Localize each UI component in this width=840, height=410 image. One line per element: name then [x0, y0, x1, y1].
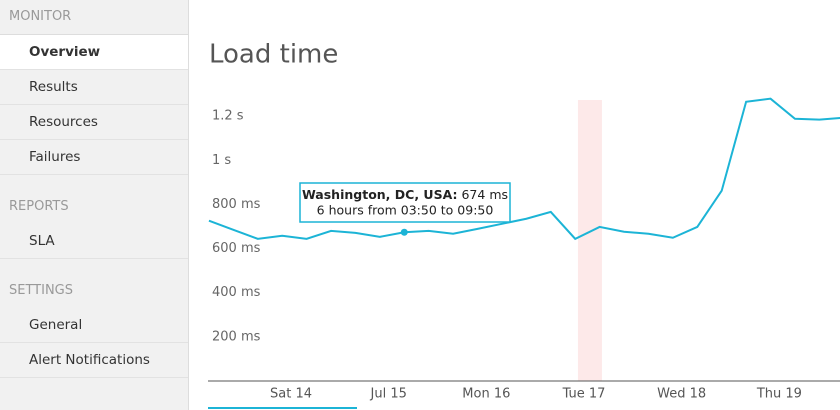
nav-item[interactable]: Overview	[0, 34, 188, 70]
tooltip-title: Washington, DC, USA:	[302, 187, 458, 202]
x-tick-label: Tue 17	[562, 387, 606, 402]
section-title: REPORTS	[9, 199, 69, 214]
x-tick-label: Mon 16	[462, 387, 510, 402]
y-tick-label: 800 ms	[212, 197, 261, 212]
y-tick-label: 1.2 s	[212, 109, 244, 124]
section-title: MONITOR	[9, 9, 72, 24]
nav-item[interactable]: Results	[0, 70, 188, 105]
tooltip-box	[299, 182, 511, 223]
y-tick-label: 600 ms	[212, 241, 261, 256]
x-tick-label: Wed 18	[657, 387, 706, 402]
x-tick-label: Sat 14	[270, 387, 312, 402]
nav-item[interactable]: General	[0, 308, 188, 343]
nav-item[interactable]: Failures	[0, 140, 188, 175]
tooltip-detail: 6 hours from 03:50 to 09:50	[317, 203, 494, 218]
nav-item[interactable]: Resources	[0, 105, 188, 140]
section-title: SETTINGS	[9, 283, 74, 298]
chart-title: Load time	[209, 40, 338, 70]
x-tick-label: Thu 19	[756, 387, 802, 402]
y-tick-label: 1 s	[212, 153, 231, 168]
nav-item[interactable]: SLA	[0, 224, 188, 259]
y-tick-label: 200 ms	[212, 329, 261, 344]
plot-band	[577, 100, 602, 381]
x-tick-label: Jul 15	[370, 387, 407, 402]
tooltip-line: Washington, DC, USA: 674 ms	[302, 187, 508, 202]
series-line	[208, 97, 840, 241]
sidebar: MONITOR Overview Results Resources Failures R…	[0, 0, 189, 410]
tooltip-value: 674 ms	[461, 187, 508, 202]
nav-item[interactable]: Alert Notifications	[0, 343, 188, 378]
point-marker	[400, 228, 408, 236]
y-tick-label: 400 ms	[212, 285, 261, 300]
